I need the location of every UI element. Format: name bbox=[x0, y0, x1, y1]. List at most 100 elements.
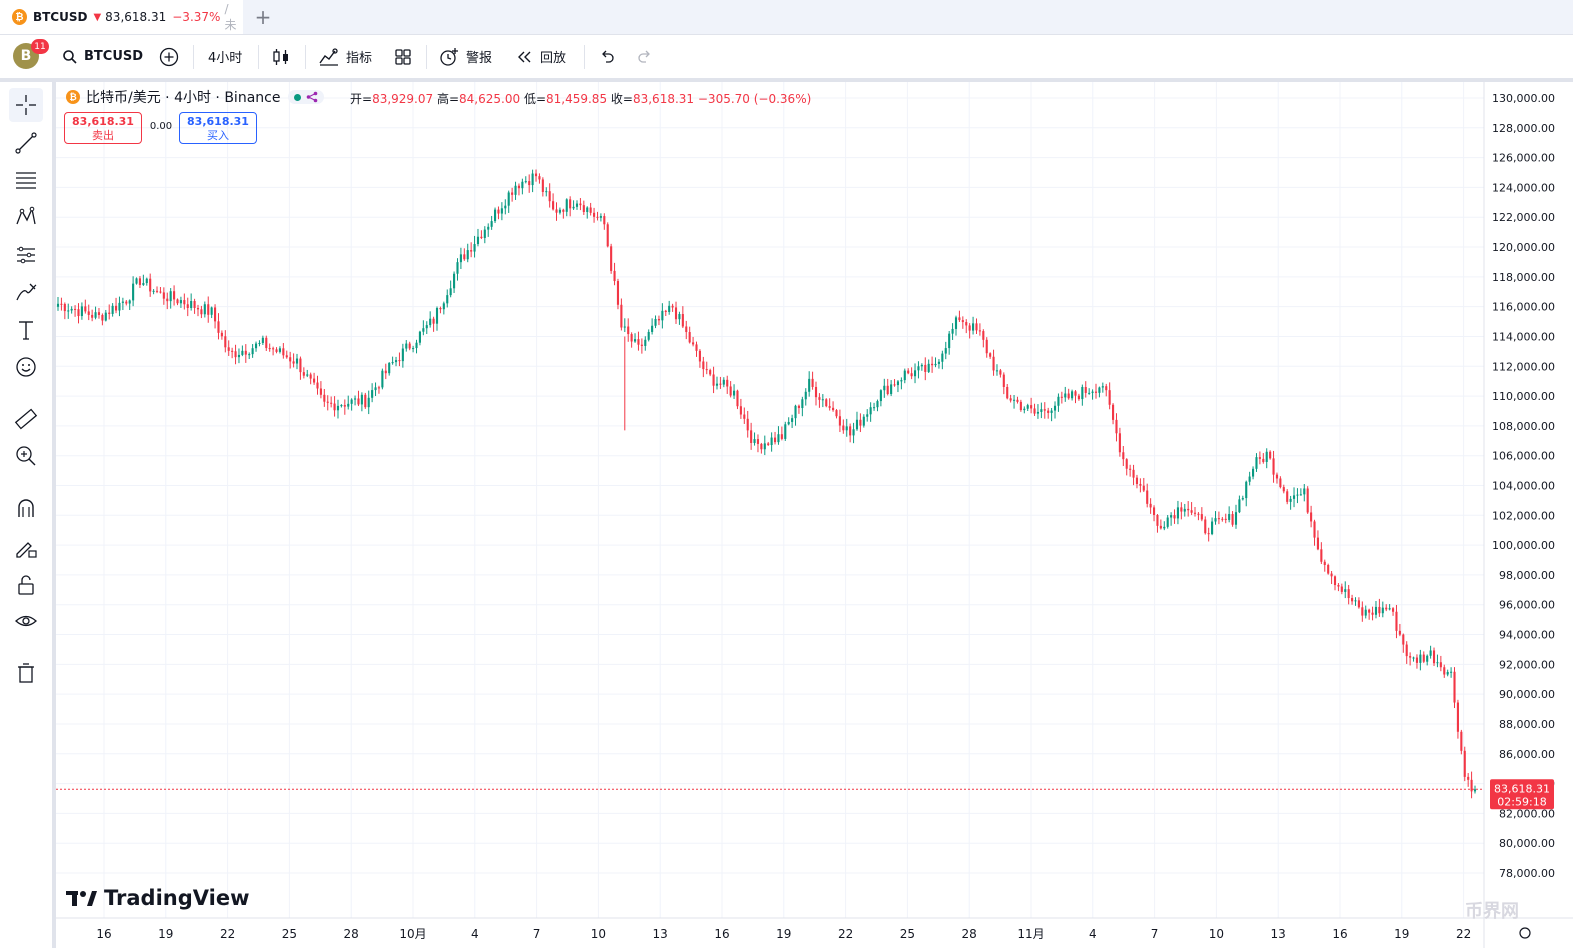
fib-tool[interactable] bbox=[9, 163, 43, 197]
candle-body bbox=[1193, 512, 1197, 514]
candle-body bbox=[927, 363, 930, 372]
candle-body bbox=[405, 343, 408, 349]
x-tick-label: 13 bbox=[653, 927, 668, 941]
new-tab-button[interactable]: + bbox=[254, 5, 272, 29]
candle-body bbox=[965, 322, 968, 326]
candle-body bbox=[142, 283, 145, 285]
candle-body bbox=[780, 434, 783, 439]
interval-button[interactable]: 4小时 bbox=[208, 35, 242, 78]
chart-type-button[interactable] bbox=[271, 35, 291, 78]
candle-body bbox=[1088, 392, 1091, 394]
y-tick-label: 130,000.00 bbox=[1492, 92, 1555, 105]
replay-button[interactable]: 回放 bbox=[516, 35, 566, 78]
candle-body bbox=[1234, 512, 1238, 525]
hide-drawings-tool[interactable] bbox=[9, 605, 43, 639]
crosshair-tool[interactable] bbox=[9, 88, 43, 122]
candle-body bbox=[896, 381, 900, 386]
prediction-tool[interactable] bbox=[9, 238, 43, 272]
y-tick-label: 94,000.00 bbox=[1499, 629, 1555, 642]
candle-body bbox=[1286, 491, 1289, 502]
magnet-tool[interactable] bbox=[9, 491, 43, 525]
candle-body bbox=[463, 254, 466, 260]
candle-body bbox=[1019, 401, 1022, 411]
candle-body bbox=[87, 311, 90, 315]
candle-body bbox=[1207, 533, 1210, 535]
candle-body bbox=[196, 307, 200, 310]
candle-body bbox=[282, 348, 285, 356]
candle-body bbox=[736, 390, 739, 407]
candle-body bbox=[108, 312, 111, 314]
forecast-icon bbox=[17, 246, 35, 264]
zoom-tool[interactable] bbox=[9, 439, 43, 473]
candle-body bbox=[1060, 396, 1063, 398]
tradingview-logo-text: TradingView bbox=[104, 886, 250, 910]
candle-body bbox=[1378, 606, 1381, 614]
candle-body bbox=[685, 326, 688, 333]
candle-body bbox=[295, 358, 299, 364]
symbol-search-button[interactable]: BTCUSD bbox=[62, 35, 143, 78]
candle-body bbox=[1405, 644, 1408, 657]
redo-button[interactable] bbox=[636, 35, 654, 78]
candle-body bbox=[1009, 398, 1012, 401]
last-price-badge bbox=[1490, 779, 1554, 810]
candle-body bbox=[1398, 630, 1401, 635]
candle-body bbox=[866, 414, 869, 417]
toolbar-divider bbox=[258, 45, 259, 69]
y-tick-label: 108,000.00 bbox=[1492, 420, 1555, 433]
emoji-tool[interactable] bbox=[9, 350, 43, 384]
candle-body bbox=[630, 334, 633, 342]
candle-body bbox=[251, 348, 254, 355]
candle-body bbox=[1012, 399, 1016, 401]
candle-body bbox=[1337, 585, 1340, 587]
candle-body bbox=[613, 270, 616, 282]
candle-body bbox=[490, 221, 493, 227]
candle-body bbox=[569, 199, 572, 209]
sell-button[interactable]: 83,618.31 卖出 bbox=[64, 112, 142, 144]
legend-title: 比特币/美元 · 4小时 · Binance bbox=[86, 90, 281, 106]
candle-body bbox=[77, 309, 80, 317]
pattern-tool[interactable] bbox=[9, 200, 43, 234]
y-tick-label: 88,000.00 bbox=[1499, 718, 1555, 731]
indicators-button[interactable]: 指标 bbox=[318, 35, 372, 78]
candle-body bbox=[1374, 606, 1378, 615]
candle-body bbox=[1255, 457, 1258, 469]
countdown-label: 02:59:18 bbox=[1497, 795, 1546, 808]
toolbar-divider bbox=[584, 45, 585, 69]
candle-body bbox=[814, 386, 818, 398]
undo-icon bbox=[602, 50, 614, 63]
x-tick-label: 19 bbox=[1394, 927, 1409, 941]
chart-pane[interactable]: 130,000.00 128,000.00 126,000.00 124,000.00… bbox=[56, 82, 1573, 948]
text-tool[interactable] bbox=[9, 313, 43, 347]
buy-button[interactable]: 83,618.31 买入 bbox=[179, 112, 257, 144]
candle-body bbox=[384, 370, 387, 374]
symbol-tab[interactable]: ₿ BTCUSD ▼ 83,618.31 −3.37% / 未 bbox=[0, 0, 243, 34]
measure-tool[interactable] bbox=[9, 402, 43, 436]
remove-drawings-tool[interactable] bbox=[9, 656, 43, 690]
trendline-tool[interactable] bbox=[9, 126, 43, 160]
candle-body bbox=[446, 295, 449, 304]
candle-body bbox=[746, 418, 749, 431]
candle-body bbox=[504, 205, 507, 209]
candle-body bbox=[1467, 776, 1470, 780]
layouts-button[interactable] bbox=[393, 35, 413, 78]
candle-body bbox=[661, 310, 664, 321]
candle-body bbox=[176, 299, 179, 304]
candle-body bbox=[934, 363, 937, 366]
candle-body bbox=[1409, 656, 1412, 658]
y-tick-label: 78,000.00 bbox=[1499, 867, 1555, 880]
candle-body bbox=[729, 386, 732, 396]
price-chart[interactable]: 130,000.00 128,000.00 126,000.00 124,000.00… bbox=[56, 82, 1573, 948]
lock-all-tool[interactable] bbox=[9, 568, 43, 602]
candle-body bbox=[777, 434, 780, 443]
alerts-button[interactable]: 警报 bbox=[438, 35, 492, 78]
compare-symbol-button[interactable] bbox=[158, 35, 180, 78]
legend-status-pill[interactable] bbox=[288, 90, 325, 104]
undo-button[interactable] bbox=[598, 35, 616, 78]
candle-body bbox=[125, 301, 128, 304]
candle-body bbox=[1033, 408, 1036, 414]
gear-icon[interactable] bbox=[1519, 927, 1531, 939]
brush-tool[interactable] bbox=[9, 275, 43, 309]
lock-drawing-tool[interactable] bbox=[9, 530, 43, 564]
tradingview-logo[interactable]: TradingView bbox=[66, 886, 249, 910]
x-tick-label: 19 bbox=[158, 927, 173, 941]
